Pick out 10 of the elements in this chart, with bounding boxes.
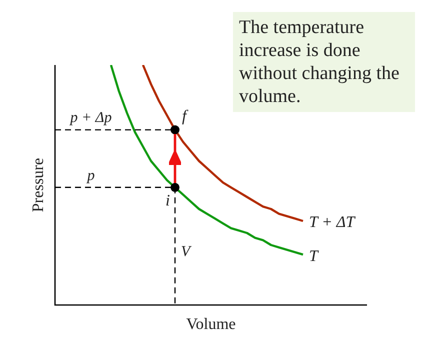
y-axis-title: Pressure bbox=[30, 158, 48, 212]
annotation: i bbox=[166, 192, 170, 210]
ref-line-label: p + Δp bbox=[69, 110, 112, 126]
annotation: The temperature increase is done without changing the volume. bbox=[233, 12, 415, 112]
text: V bbox=[181, 244, 190, 260]
ref-line-label: p bbox=[86, 168, 96, 184]
x-axis-title: Volume bbox=[186, 316, 236, 334]
annotation: f bbox=[182, 108, 189, 126]
series-label: T bbox=[309, 248, 319, 265]
series-label: T + ΔT bbox=[309, 214, 356, 232]
